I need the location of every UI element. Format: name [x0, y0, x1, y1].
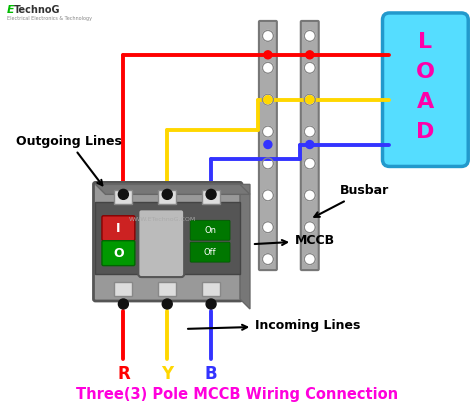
- Bar: [158, 282, 176, 296]
- Circle shape: [264, 51, 272, 59]
- Circle shape: [263, 254, 273, 265]
- Circle shape: [118, 299, 128, 309]
- Circle shape: [304, 158, 315, 169]
- Bar: [202, 190, 220, 204]
- Circle shape: [118, 189, 128, 199]
- FancyBboxPatch shape: [383, 13, 468, 166]
- Circle shape: [263, 190, 273, 201]
- Circle shape: [162, 189, 172, 199]
- Text: L: L: [419, 32, 432, 52]
- Text: TechnoG: TechnoG: [14, 5, 60, 15]
- FancyBboxPatch shape: [259, 21, 277, 270]
- Text: Three(3) Pole MCCB Wiring Connection: Three(3) Pole MCCB Wiring Connection: [76, 387, 398, 402]
- Circle shape: [263, 126, 273, 137]
- Circle shape: [206, 189, 216, 199]
- Bar: [95, 202, 240, 274]
- Text: O: O: [416, 62, 435, 82]
- Text: D: D: [416, 122, 435, 141]
- FancyBboxPatch shape: [102, 216, 135, 241]
- Text: Electrical Electronics & Technology: Electrical Electronics & Technology: [7, 16, 92, 21]
- Text: Busbar: Busbar: [314, 184, 389, 217]
- Text: A: A: [417, 92, 434, 112]
- Circle shape: [162, 299, 172, 309]
- Text: E: E: [7, 5, 14, 15]
- Circle shape: [306, 96, 314, 104]
- FancyBboxPatch shape: [190, 242, 230, 262]
- FancyBboxPatch shape: [93, 182, 242, 301]
- Polygon shape: [240, 184, 250, 309]
- Circle shape: [263, 158, 273, 169]
- Text: B: B: [205, 365, 218, 383]
- Circle shape: [306, 141, 314, 149]
- Text: Off: Off: [204, 248, 217, 257]
- Circle shape: [304, 190, 315, 201]
- Circle shape: [263, 30, 273, 41]
- Circle shape: [263, 222, 273, 233]
- FancyBboxPatch shape: [190, 220, 230, 240]
- Text: Y: Y: [161, 365, 173, 383]
- FancyBboxPatch shape: [138, 209, 184, 277]
- Circle shape: [304, 222, 315, 233]
- Text: Incoming Lines: Incoming Lines: [188, 319, 360, 332]
- Circle shape: [304, 30, 315, 41]
- Text: MCCB: MCCB: [255, 234, 335, 247]
- Text: R: R: [117, 365, 130, 383]
- Circle shape: [304, 254, 315, 265]
- Text: On: On: [204, 226, 216, 235]
- Text: WWW.ETechnoG.COM: WWW.ETechnoG.COM: [129, 217, 196, 222]
- Circle shape: [306, 51, 314, 59]
- Text: O: O: [113, 247, 124, 260]
- Bar: [202, 282, 220, 296]
- Circle shape: [304, 94, 315, 105]
- Bar: [158, 190, 176, 204]
- Circle shape: [264, 96, 272, 104]
- Circle shape: [304, 126, 315, 137]
- Circle shape: [264, 141, 272, 149]
- FancyBboxPatch shape: [102, 241, 135, 265]
- Text: Outgoing Lines: Outgoing Lines: [16, 135, 122, 185]
- Circle shape: [304, 62, 315, 73]
- Bar: [114, 282, 132, 296]
- FancyBboxPatch shape: [301, 21, 319, 270]
- Circle shape: [206, 299, 216, 309]
- Polygon shape: [95, 184, 250, 194]
- Circle shape: [263, 94, 273, 105]
- Bar: [114, 190, 132, 204]
- Text: I: I: [116, 222, 121, 235]
- Circle shape: [263, 62, 273, 73]
